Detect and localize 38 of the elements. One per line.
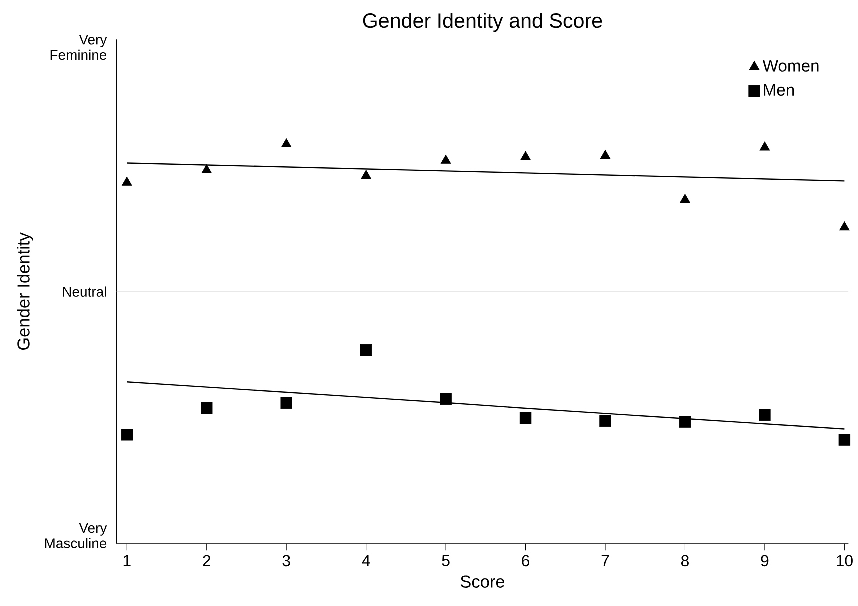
x-tick-label: 9 — [761, 555, 769, 567]
text: Very Feminine — [50, 35, 108, 60]
point — [360, 344, 372, 356]
point — [440, 394, 452, 406]
x-tick-label: 10 — [837, 555, 853, 567]
x-tick-label: 6 — [522, 555, 530, 567]
text: Neutral — [63, 286, 106, 298]
point — [600, 416, 612, 428]
point — [280, 398, 292, 410]
x-tick-label: 3 — [282, 555, 290, 567]
point — [201, 402, 213, 414]
x-tick-label: 8 — [681, 555, 689, 567]
point — [520, 151, 531, 160]
point — [760, 142, 770, 151]
x-tick-label: 7 — [602, 555, 610, 566]
point — [838, 434, 851, 446]
point — [840, 222, 850, 231]
point — [202, 164, 212, 174]
chart-title: Gender Identity and Score — [363, 13, 602, 32]
point — [440, 155, 452, 164]
point — [122, 177, 132, 186]
point — [121, 429, 133, 441]
x-tick-label: 4 — [362, 555, 370, 566]
legend-label: Women — [762, 60, 819, 72]
point — [520, 412, 532, 424]
x-tick-label: 1 — [124, 555, 131, 566]
point — [679, 416, 692, 428]
point — [600, 150, 611, 160]
x-axis-title: Score — [460, 576, 505, 588]
point — [680, 194, 690, 204]
point — [281, 138, 292, 148]
text: Very Masculine — [45, 524, 108, 549]
y-axis-title: Gender Identity — [17, 232, 34, 350]
legend-label: Men — [764, 84, 794, 96]
x-tick-label: 2 — [203, 555, 211, 567]
point — [361, 170, 372, 180]
x-tick-label: 5 — [442, 555, 450, 566]
point — [759, 410, 771, 422]
